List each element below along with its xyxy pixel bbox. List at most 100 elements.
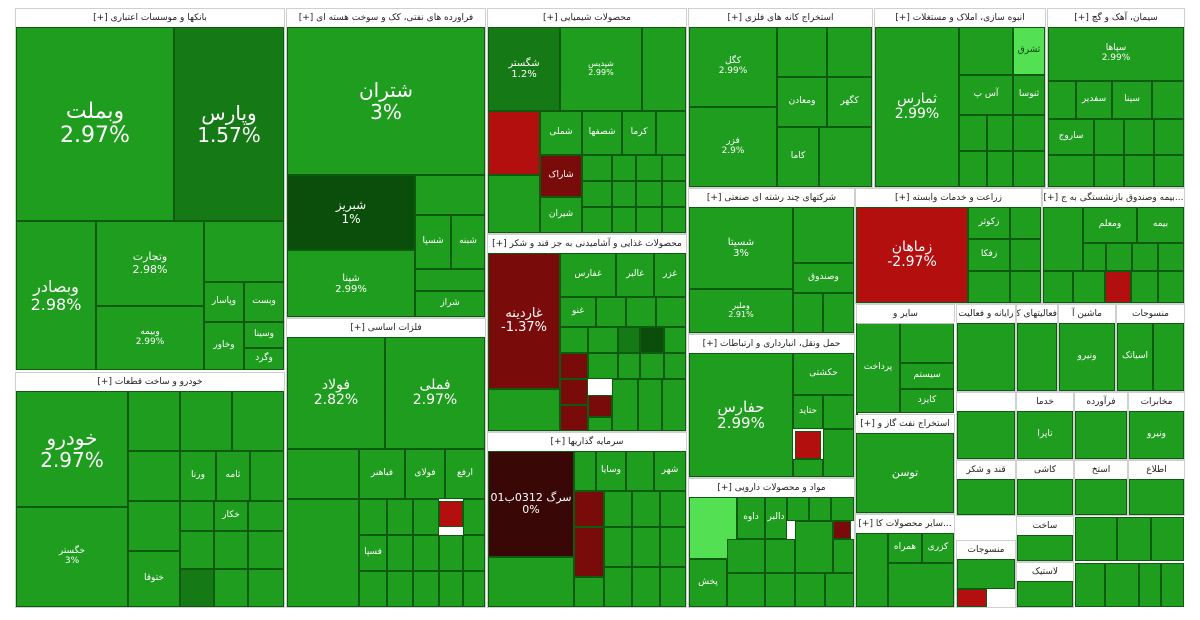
sector-title[interactable]: مواد و محصولات دارویی [+] [689,479,854,498]
stock-tile[interactable] [626,451,654,491]
stock-tile[interactable] [180,391,232,451]
stock-tile[interactable] [825,573,854,607]
stock-tile[interactable]: فولای [405,449,445,499]
stock-tile[interactable] [632,567,660,607]
stock-tile[interactable]: وپاسار [204,282,244,322]
sector-title[interactable]: محصولات غذایی و آشامیدنی به جز قند و شکر… [488,235,686,254]
stock-tile[interactable]: شملی [540,111,582,155]
stock-tile[interactable] [359,499,387,535]
stock-tile[interactable] [1124,119,1154,155]
sector-title[interactable]: فراورده های نفتی، کک و سوخت هسته ای [+] [287,9,485,28]
sector-title[interactable]: فرآورده [1075,393,1127,412]
stock-tile[interactable] [662,379,686,431]
stock-tile[interactable] [1043,207,1083,271]
stock-tile[interactable]: اسیاتک [1117,323,1153,391]
stock-tile[interactable] [1124,155,1154,187]
stock-tile[interactable] [1043,271,1073,303]
stock-tile[interactable]: وبست [244,282,284,322]
stock-tile[interactable]: غزر [654,253,686,297]
stock-tile[interactable] [604,527,632,567]
stock-tile[interactable] [636,207,662,233]
stock-tile[interactable] [439,535,463,571]
stock-tile[interactable] [636,155,662,181]
stock-tile[interactable] [765,539,795,573]
sector-title[interactable]: منسوجات [1117,305,1184,324]
stock-tile[interactable]: همراه [888,533,922,563]
stock-tile[interactable] [662,207,686,233]
sector-title[interactable]: رایانه و فعالیت [957,305,1015,324]
stock-tile[interactable] [250,451,284,501]
stock-tile[interactable]: وبصادر 2.98% [16,221,96,370]
stock-tile[interactable] [660,491,686,527]
stock-tile[interactable] [632,527,660,567]
stock-tile[interactable] [604,567,632,607]
stock-tile[interactable] [287,499,359,607]
stock-tile[interactable] [642,27,686,111]
stock-tile[interactable]: ورنا [180,451,216,501]
stock-tile[interactable]: شپدیس 2.99% [560,27,642,111]
stock-tile[interactable] [632,491,660,527]
stock-tile[interactable] [957,589,987,607]
stock-tile[interactable] [588,353,618,379]
stock-tile[interactable] [831,497,854,521]
stock-tile[interactable]: وگرد [244,348,284,370]
stock-tile[interactable] [795,521,833,573]
stock-tile[interactable] [128,501,180,551]
stock-tile[interactable]: وملیر 2.91% [689,289,793,333]
stock-tile[interactable] [1151,517,1184,561]
stock-tile[interactable]: بیمه [1137,207,1184,243]
sector-title[interactable]: استخ [1075,461,1127,480]
stock-tile[interactable]: ومعادن [777,77,827,127]
stock-tile[interactable]: شاراک [540,155,582,197]
stock-tile[interactable] [662,181,686,207]
stock-tile[interactable] [1013,151,1045,187]
stock-tile[interactable] [1010,239,1041,271]
stock-tile[interactable]: وتجارت 2.98% [96,221,204,306]
stock-tile[interactable] [809,497,831,521]
stock-tile[interactable]: شتران 3% [287,27,485,175]
stock-tile[interactable] [662,155,686,181]
stock-tile[interactable]: پخش [689,559,727,607]
stock-tile[interactable] [413,499,439,535]
stock-tile[interactable]: داوه [737,497,765,539]
stock-tile[interactable] [1010,271,1041,303]
stock-tile[interactable] [612,181,636,207]
sector-title[interactable]: لاستیک [1017,563,1073,582]
stock-tile[interactable] [664,327,686,353]
sector-title[interactable]: زراعت و خدمات وابسته [+] [856,189,1041,208]
stock-tile[interactable]: توسن [856,433,954,513]
stock-tile[interactable] [387,535,413,571]
stock-tile[interactable] [415,269,485,291]
stock-tile[interactable] [1153,323,1184,391]
stock-tile[interactable] [1083,243,1106,271]
stock-tile[interactable]: فباهنر [359,449,405,499]
stock-tile[interactable] [387,571,413,607]
stock-tile[interactable]: غالبر [616,253,654,297]
stock-tile[interactable] [1129,479,1184,515]
stock-tile[interactable] [856,533,888,607]
stock-tile[interactable] [574,451,596,491]
stock-tile[interactable] [833,539,854,573]
stock-tile[interactable] [959,151,987,187]
stock-tile[interactable] [560,405,588,431]
sector-title[interactable]: سیمان، آهک و گچ [+] [1048,9,1184,28]
stock-tile[interactable] [856,413,858,415]
stock-tile[interactable] [1013,115,1045,151]
stock-tile[interactable] [1010,207,1041,239]
stock-tile[interactable] [987,151,1013,187]
stock-tile[interactable] [636,181,662,207]
stock-tile[interactable]: ختوقا [128,551,180,607]
stock-tile[interactable]: زفکا [968,239,1010,271]
stock-tile[interactable]: سفدیر [1076,81,1112,119]
stock-tile[interactable] [1075,479,1127,515]
stock-tile[interactable]: غاردینه -1.37% [488,253,560,389]
stock-tile[interactable] [488,557,574,607]
stock-tile[interactable] [957,323,1015,391]
stock-tile[interactable]: شبریز 1% [287,175,415,250]
stock-tile[interactable] [582,181,612,207]
stock-tile[interactable] [488,389,560,431]
stock-tile[interactable] [656,111,686,155]
stock-tile[interactable] [660,527,686,567]
stock-tile[interactable]: ارفع [445,449,485,499]
stock-tile[interactable] [463,571,485,607]
